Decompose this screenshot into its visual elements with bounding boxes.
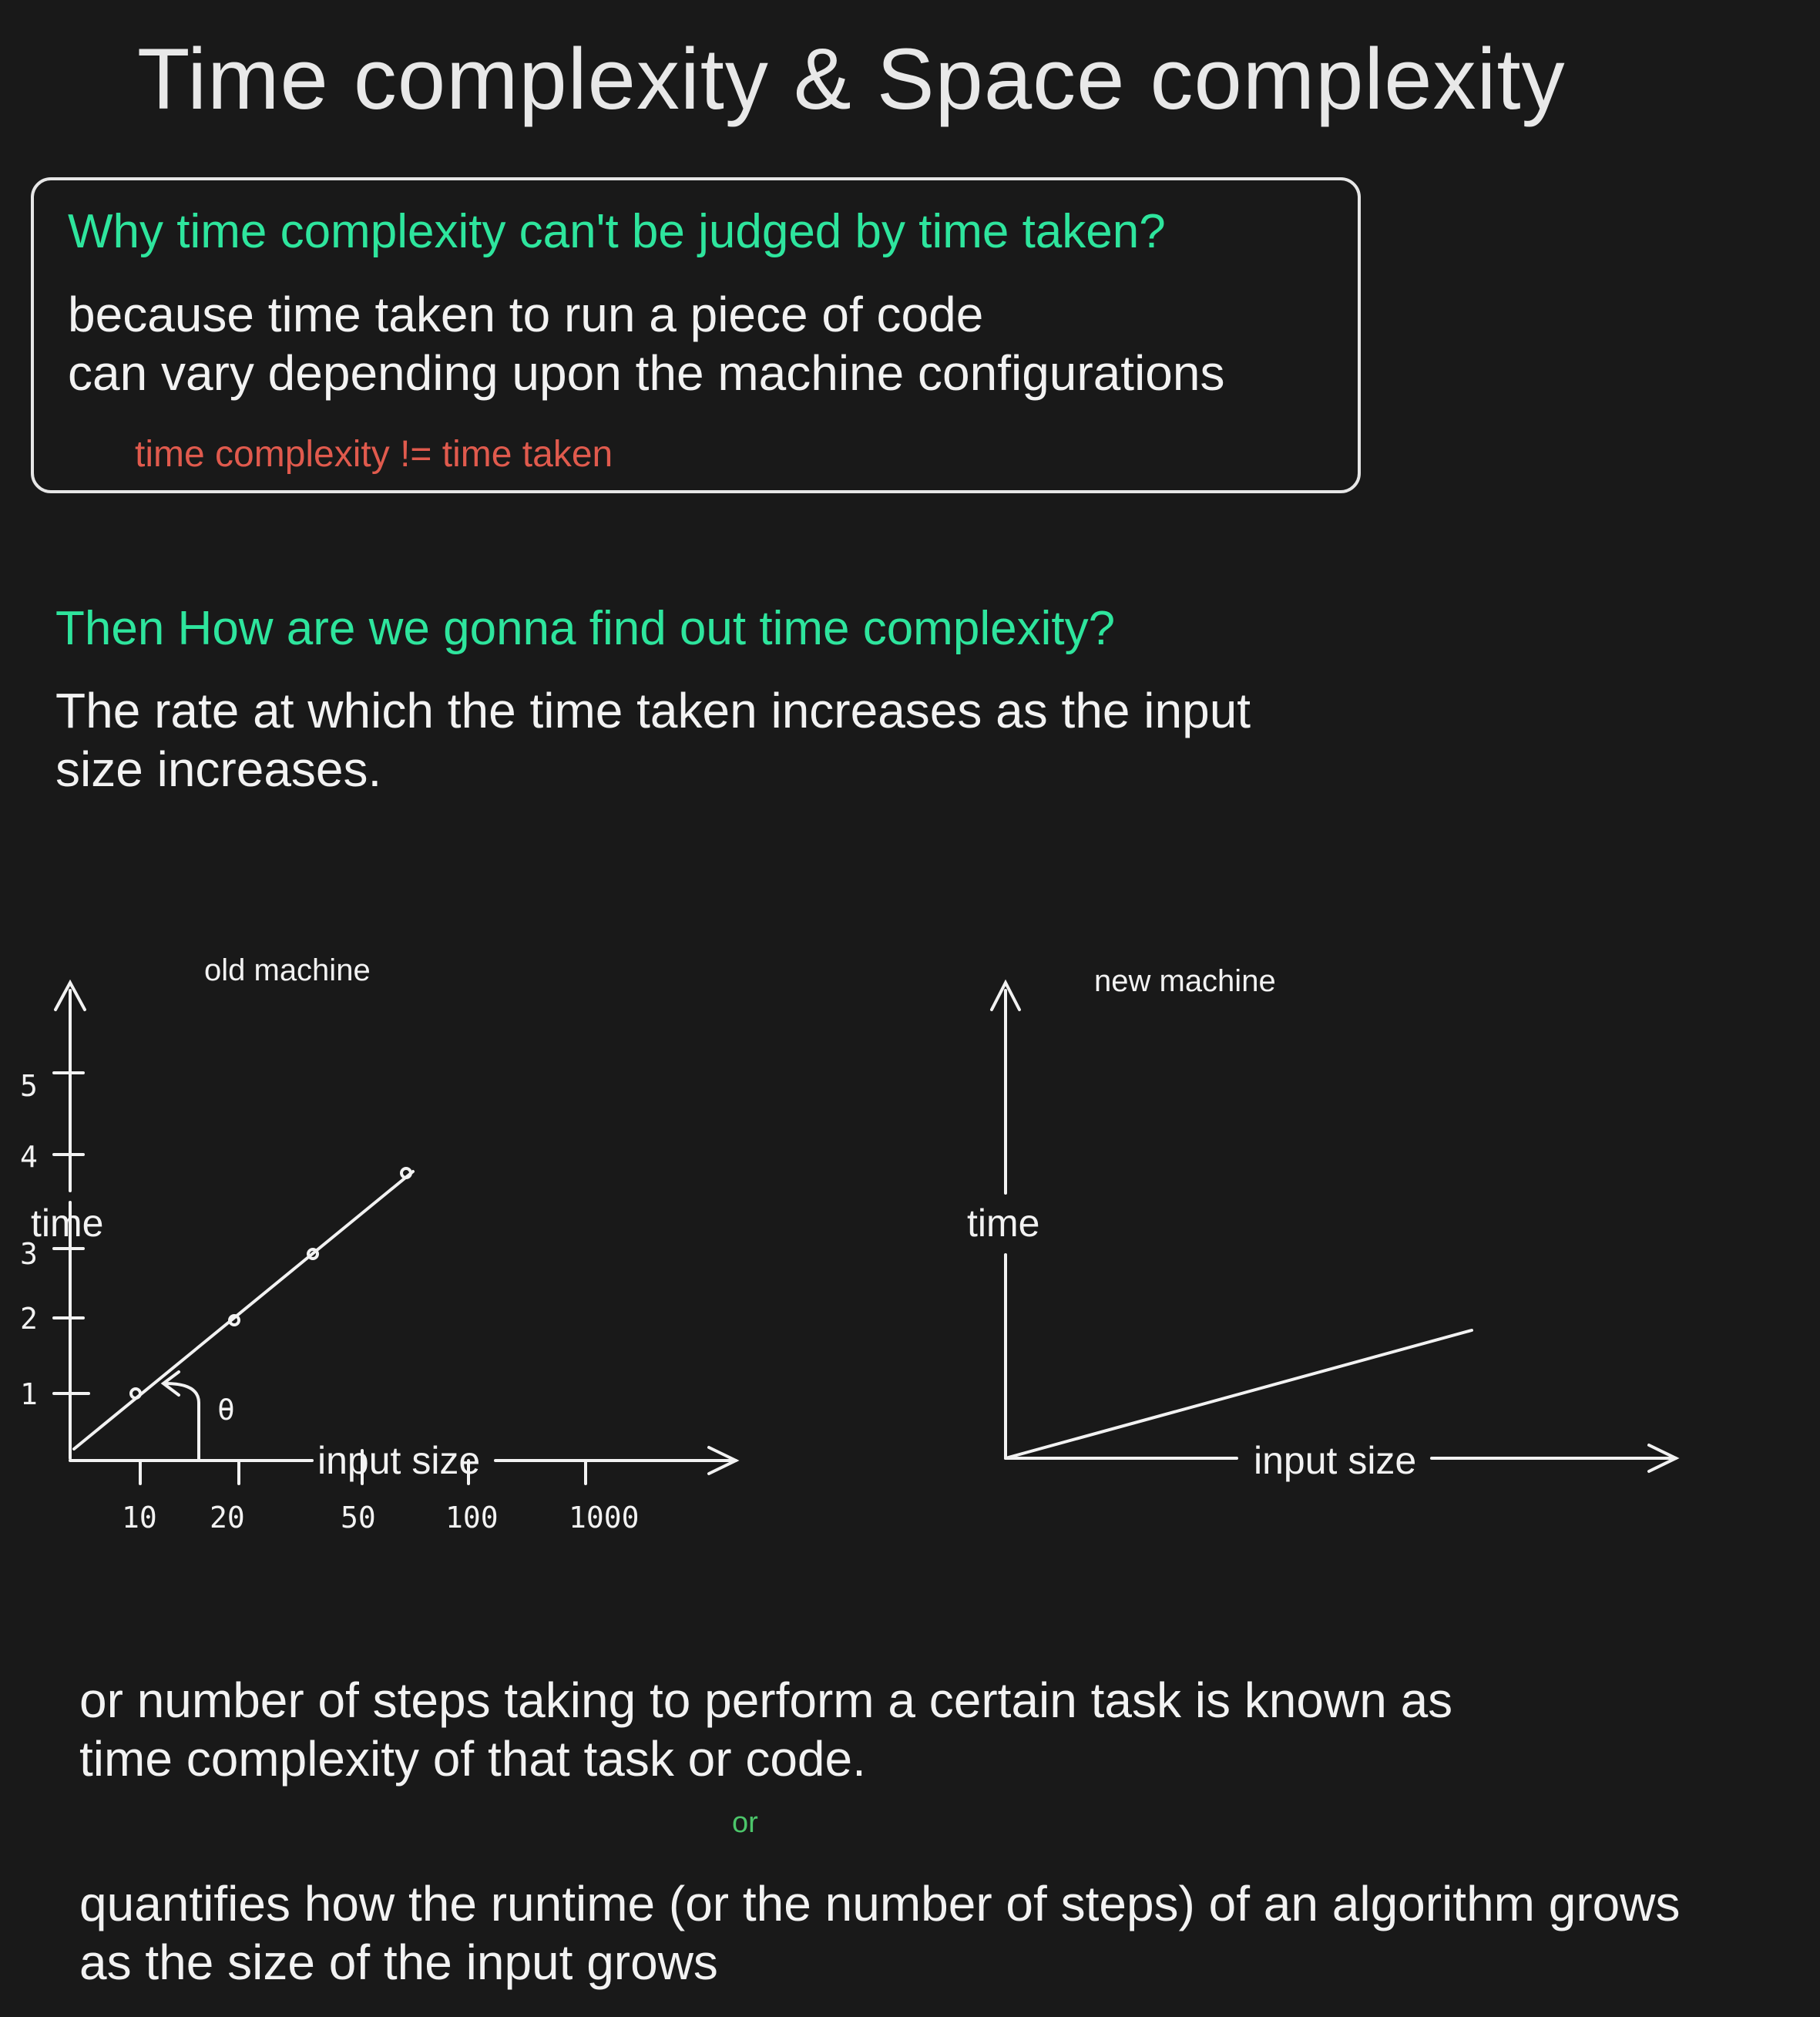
old-y-label: time	[31, 1202, 103, 1245]
section2-answer-line1: The rate at which the time taken increas…	[55, 683, 1251, 738]
section2-answer-line2: size increases.	[55, 741, 382, 797]
new-y-arrow	[990, 979, 1021, 1011]
old-y-tick-label-3: 3	[20, 1237, 38, 1271]
old-x-arrow	[707, 1446, 740, 1475]
bottom-line3: quantifies how the runtime (or the numbe…	[79, 1876, 1681, 1931]
bottom-line4: as the size of the input grows	[79, 1935, 718, 1990]
old-x-tick-label-100: 100	[445, 1501, 499, 1535]
bottom-or: or	[732, 1807, 758, 1839]
new-chart-title: new machine	[1094, 964, 1276, 998]
old-point-4	[400, 1167, 412, 1179]
box-note: time complexity != time taken	[135, 434, 613, 475]
angle-label: θ	[217, 1393, 235, 1427]
box-answer-line2: can vary depending upon the machine conf…	[68, 345, 1225, 401]
page-title: Time complexity & Space complexity	[137, 31, 1566, 127]
box-question: Why time complexity can't be judged by t…	[68, 205, 1166, 258]
old-x-tick-label-50: 50	[341, 1501, 376, 1535]
box-answer-line1: because time taken to run a piece of cod…	[68, 287, 984, 342]
old-point-2	[228, 1314, 240, 1326]
old-point-1	[129, 1387, 142, 1400]
bottom-line1: or number of steps taking to perform a c…	[79, 1672, 1453, 1728]
angle-arrow	[160, 1370, 180, 1397]
old-x-tick-label-20: 20	[210, 1501, 245, 1535]
old-y-tick-label-2: 2	[20, 1302, 38, 1336]
old-chart-title: old machine	[204, 953, 371, 987]
old-y-arrow	[54, 979, 86, 1011]
old-y-tick-label-5: 5	[20, 1069, 38, 1103]
old-x-label: input size	[317, 1439, 480, 1482]
angle-arc	[164, 1382, 200, 1462]
old-x-tick-label-1000: 1000	[569, 1501, 640, 1535]
question-box	[31, 177, 1361, 493]
new-trend-line	[1004, 1329, 1473, 1460]
new-x-arrow	[1647, 1444, 1680, 1473]
section2-question: Then How are we gonna find out time comp…	[55, 602, 1116, 655]
old-y-tick-label-1: 1	[20, 1377, 38, 1411]
old-point-3	[307, 1248, 319, 1260]
new-y-label: time	[967, 1202, 1039, 1245]
bottom-line2: time complexity of that task or code.	[79, 1731, 866, 1787]
old-trend-line	[72, 1170, 415, 1451]
old-x-tick-label-10: 10	[122, 1501, 157, 1535]
old-y-tick-label-4: 4	[20, 1140, 38, 1174]
new-x-label: input size	[1254, 1439, 1416, 1482]
